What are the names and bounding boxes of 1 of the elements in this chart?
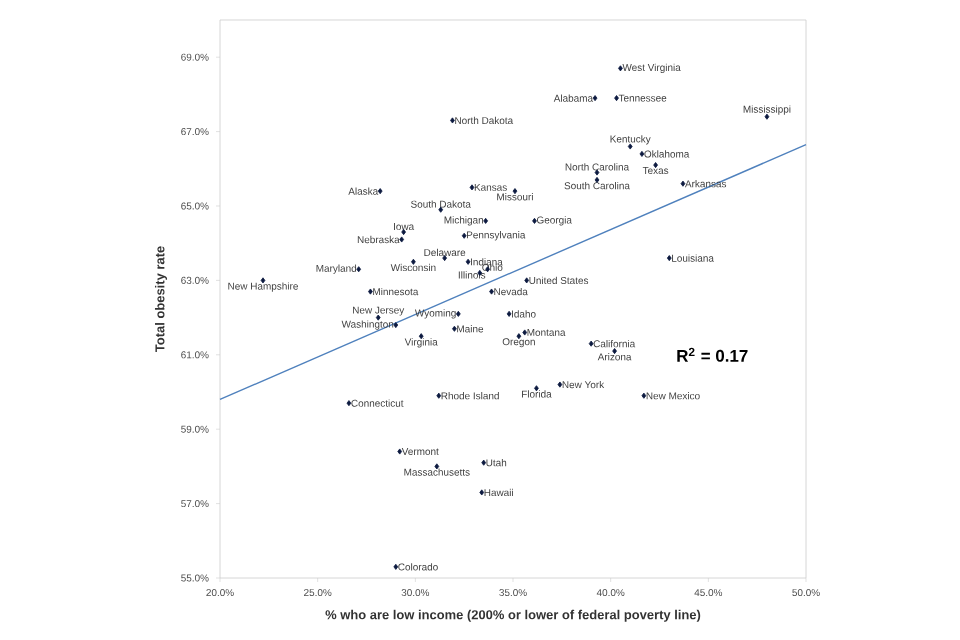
annotation: R$^{2}$ = 0.17 — [677, 347, 748, 362]
